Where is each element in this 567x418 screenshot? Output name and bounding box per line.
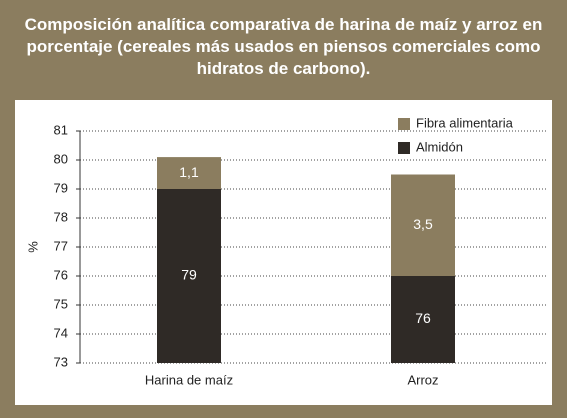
data-label: 79 [181, 267, 197, 283]
legend-swatch [398, 142, 410, 154]
y-tick-label: 76 [54, 267, 68, 282]
y-tick-label: 74 [54, 325, 68, 340]
y-tick-label: 78 [54, 209, 68, 224]
legend-swatch [398, 118, 410, 130]
data-label: 3,5 [413, 216, 433, 232]
data-label: 1,1 [179, 164, 199, 180]
y-tick-label: 73 [54, 354, 68, 369]
bar-segment [157, 189, 221, 363]
legend-label: Almidón [416, 139, 463, 154]
x-tick-label: Harina de maíz [145, 372, 233, 387]
y-tick-label: 77 [54, 238, 68, 253]
y-tick-label: 80 [54, 151, 68, 166]
y-axis-label: % [25, 241, 40, 253]
legend-label: Fibra alimentaria [416, 115, 514, 130]
chart-title: Composición analítica comparativa de har… [24, 15, 543, 78]
y-tick-label: 79 [54, 180, 68, 195]
x-tick-label: Arroz [407, 372, 438, 387]
y-tick-label: 75 [54, 296, 68, 311]
bar-segment [157, 157, 221, 189]
bar-segment [391, 174, 455, 276]
y-tick-label: 81 [54, 122, 68, 137]
panel [15, 100, 552, 405]
data-label: 76 [415, 310, 431, 326]
bar-segment [391, 276, 455, 363]
